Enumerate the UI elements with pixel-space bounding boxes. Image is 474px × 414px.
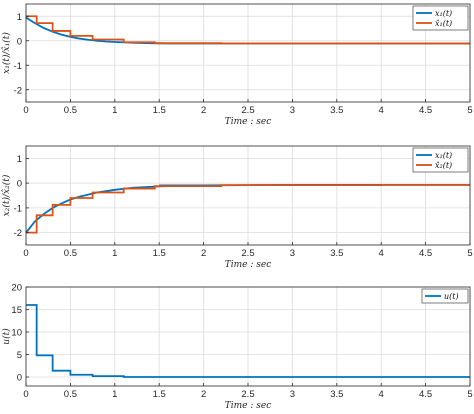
x-tick-label: 1.5 (153, 389, 166, 400)
y-tick-label: -1 (14, 61, 22, 72)
legend: x₁(t)x̂₁(t) (412, 5, 469, 31)
x-tick-label: 3.5 (330, 105, 343, 116)
series-line-2 (26, 183, 470, 234)
y-tick-label: 15 (11, 305, 22, 316)
x-tick-label: 5 (467, 389, 472, 400)
legend: x₂(t)x̂₂(t) (412, 147, 469, 173)
x-tick-label: 2 (201, 389, 206, 400)
x-tick-label: 0 (23, 105, 28, 116)
y-tick-label: -2 (14, 228, 22, 239)
series-line-2 (26, 15, 470, 45)
y-tick-label: 0 (17, 373, 22, 384)
y-tick-label: 10 (11, 328, 22, 339)
x-axis-label: Time : sec (225, 117, 271, 127)
y-tick-label: 5 (17, 350, 22, 361)
x-tick-label: 1 (112, 389, 117, 400)
x-axis-label: Time : sec (225, 401, 271, 411)
x-tick-label: 4 (379, 389, 384, 400)
y-axis-label: u(t) (1, 328, 12, 345)
x-tick-label: 5 (467, 248, 472, 259)
x-tick-label: 3.5 (330, 248, 343, 259)
x-tick-label: 3 (290, 248, 295, 259)
y-tick-label: 1 (17, 12, 22, 23)
y-axis-label: x₁(t)/x̂₁(t) (1, 32, 12, 74)
x-tick-label: 1 (112, 105, 117, 116)
y-tick-label: 0 (17, 179, 22, 190)
x-tick-label: 4.5 (419, 248, 432, 259)
x-tick-label: 4.5 (419, 389, 432, 400)
x-tick-label: 4 (379, 105, 384, 116)
chart-panel-2: 0 0.5 1 1.5 2 2.5 3 3.5 4 4.5 5 -2 -1 0 1 Time : sec x₂(… (1, 145, 473, 270)
x-tick-label: 0.5 (64, 248, 77, 259)
y-tick-label: 20 (11, 283, 22, 294)
legend-box (412, 5, 469, 31)
x-tick-label: 2 (201, 248, 206, 259)
x-axis-label: Time : sec (225, 260, 271, 270)
x-tick-label: 3 (290, 105, 295, 116)
legend-label: u(t) (444, 292, 459, 301)
legend-label: x̂₁(t) (435, 19, 452, 28)
legend-label: x₁(t) (435, 9, 452, 18)
x-tick-label: 2.5 (241, 105, 254, 116)
x-tick-label: 5 (467, 105, 472, 116)
x-tick-label: 3.5 (330, 389, 343, 400)
x-tick-label: 1.5 (153, 248, 166, 259)
legend-box (412, 147, 469, 173)
y-tick-label: -2 (14, 85, 22, 96)
x-tick-label: 1.5 (153, 105, 166, 116)
x-tick-label: 3 (290, 389, 295, 400)
legend: u(t) (421, 288, 469, 304)
chart-panel-1: 0 0.5 1 1.5 2 2.5 3 3.5 4 4.5 5 -2 -1 0 1 Time : sec x₁(… (1, 3, 473, 127)
x-tick-label: 0.5 (64, 105, 77, 116)
y-tick-label: 0 (17, 36, 22, 47)
x-tick-label: 0.5 (64, 389, 77, 400)
legend-box (421, 288, 469, 304)
x-tick-label: 2 (201, 105, 206, 116)
y-axis-label: x₂(t)/x̂₂(t) (1, 174, 12, 216)
x-tick-label: 0 (23, 248, 28, 259)
x-tick-label: 4 (379, 248, 384, 259)
x-tick-label: 2.5 (241, 389, 254, 400)
y-tick-label: 1 (17, 154, 22, 165)
legend-label: x₂(t) (435, 151, 452, 160)
series-line-1 (26, 304, 470, 378)
x-tick-label: 4.5 (419, 105, 432, 116)
x-tick-label: 2.5 (241, 248, 254, 259)
x-tick-label: 0 (23, 389, 28, 400)
x-tick-label: 1 (112, 248, 117, 259)
legend-label: x̂₂(t) (435, 161, 452, 170)
chart-panel-3: 0 0.5 1 1.5 2 2.5 3 3.5 4 4.5 5 0 5 10 15 20 Time : sec u… (1, 283, 473, 412)
y-tick-label: -1 (14, 203, 22, 214)
